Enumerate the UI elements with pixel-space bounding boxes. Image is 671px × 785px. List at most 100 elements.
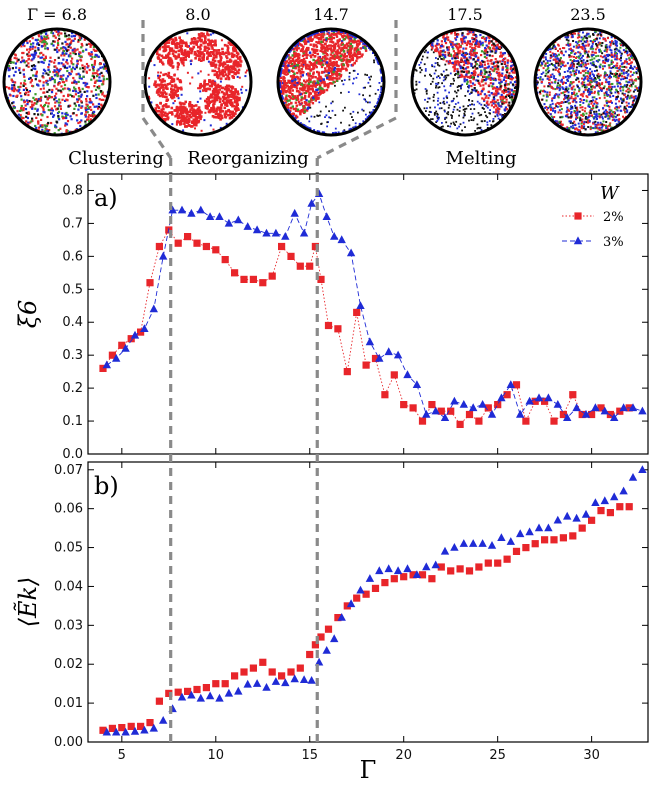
series-line-3% xyxy=(106,192,643,419)
data-point-triangle xyxy=(412,570,422,578)
data-point-triangle xyxy=(365,574,375,582)
data-point-triangle xyxy=(600,496,609,505)
data-point-triangle xyxy=(215,212,224,220)
snapshot-label-2: 8.0 xyxy=(185,5,210,24)
data-point-square xyxy=(541,397,549,405)
plot-frame xyxy=(87,173,649,455)
data-point-triangle xyxy=(478,400,487,408)
panel-label: b) xyxy=(94,472,119,500)
data-point-square xyxy=(437,563,445,571)
data-point-square xyxy=(531,540,539,548)
data-point-square xyxy=(249,275,257,283)
data-point-square xyxy=(184,687,192,695)
data-point-triangle xyxy=(281,232,290,240)
data-point-square xyxy=(127,722,135,730)
panel-label: a) xyxy=(94,184,118,212)
data-point-triangle xyxy=(271,677,281,685)
data-point-square xyxy=(494,401,502,409)
data-point-triangle xyxy=(628,403,638,412)
y-tick-label: 0.07 xyxy=(54,463,83,478)
data-point-square xyxy=(606,509,614,517)
data-point-square xyxy=(334,614,342,622)
data-point-square xyxy=(240,668,248,676)
data-point-triangle xyxy=(243,222,252,230)
data-point-triangle xyxy=(619,403,628,412)
data-point-triangle xyxy=(412,380,422,388)
snapshot-reorganizing xyxy=(148,29,248,132)
data-point-square xyxy=(202,242,210,251)
data-point-triangle xyxy=(215,693,224,702)
data-point-square xyxy=(231,672,239,680)
data-point-triangle xyxy=(187,690,196,699)
snapshot-label-3: 14.7 xyxy=(313,5,349,24)
snapshot-label-4: 17.5 xyxy=(447,5,483,24)
y-tick-label: 0.00 xyxy=(54,735,83,750)
snapshot-melting xyxy=(412,29,518,135)
legend-marker-square xyxy=(574,212,582,220)
data-point-square xyxy=(503,555,511,563)
data-point-triangle xyxy=(422,562,431,571)
data-point-triangle xyxy=(224,688,234,697)
data-point-triangle xyxy=(610,413,619,421)
data-point-triangle xyxy=(384,347,393,356)
panel-a: 0.0 0.1 0.2 0.3 0.4 0.5 0.6 0.7 0.8 a) ξ6 W 2% 3% xyxy=(14,173,649,462)
data-point-square xyxy=(278,672,286,680)
y-tick-label: 0.04 xyxy=(54,579,83,594)
data-point-triangle xyxy=(177,692,187,701)
data-point-triangle xyxy=(525,396,534,405)
data-point-square xyxy=(597,507,605,515)
data-point-triangle xyxy=(290,208,299,217)
data-point-triangle xyxy=(299,675,309,683)
data-point-triangle xyxy=(375,353,384,362)
data-point-square xyxy=(311,242,319,251)
data-point-triangle xyxy=(356,585,365,594)
data-point-square xyxy=(334,325,342,333)
data-point-triangle xyxy=(177,205,187,214)
data-point-triangle xyxy=(628,473,638,481)
data-point-square xyxy=(99,364,107,372)
data-point-square xyxy=(465,410,474,419)
data-point-triangle xyxy=(478,539,487,547)
data-point-square xyxy=(569,532,577,540)
data-point-triangle xyxy=(196,693,205,702)
data-point-square xyxy=(522,544,530,552)
data-point-square xyxy=(278,242,286,251)
data-point-square xyxy=(353,594,361,602)
data-point-triangle xyxy=(581,409,591,418)
data-point-square xyxy=(174,239,182,247)
snapshot-crystal xyxy=(278,29,384,135)
data-point-triangle xyxy=(262,228,271,237)
data-point-triangle xyxy=(252,225,262,234)
data-point-triangle xyxy=(234,686,243,695)
data-point-triangle xyxy=(356,301,365,309)
snapshot-border-5 xyxy=(533,27,643,137)
data-point-triangle xyxy=(346,248,356,257)
y-axis-label: ξ6 xyxy=(14,300,42,329)
data-point-square xyxy=(212,680,220,688)
data-point-triangle xyxy=(431,406,440,415)
data-point-triangle xyxy=(591,498,600,506)
data-point-square xyxy=(155,697,163,705)
data-point-square xyxy=(400,573,408,581)
data-point-square xyxy=(296,664,304,672)
data-point-triangle xyxy=(638,406,647,415)
data-point-square xyxy=(268,668,276,676)
data-point-square xyxy=(550,536,558,544)
y-tick-label: 0.2 xyxy=(62,381,83,396)
data-point-triangle xyxy=(525,527,534,536)
data-point-square xyxy=(99,726,107,734)
data-point-square xyxy=(287,252,295,260)
data-point-triangle xyxy=(403,564,412,573)
snapshot-connector-line xyxy=(141,20,173,159)
regime-label-clustering: Clustering xyxy=(68,148,164,169)
data-point-triangle xyxy=(330,634,339,643)
data-point-triangle xyxy=(130,330,140,339)
data-point-square xyxy=(118,724,126,732)
x-tick-label: 30 xyxy=(583,748,600,763)
legend-label: 2% xyxy=(603,210,624,225)
data-point-square xyxy=(127,335,135,343)
data-point-triangle xyxy=(431,560,440,569)
data-point-triangle xyxy=(346,599,356,608)
x-tick-label: 5 xyxy=(118,748,126,763)
data-point-square xyxy=(371,584,380,592)
